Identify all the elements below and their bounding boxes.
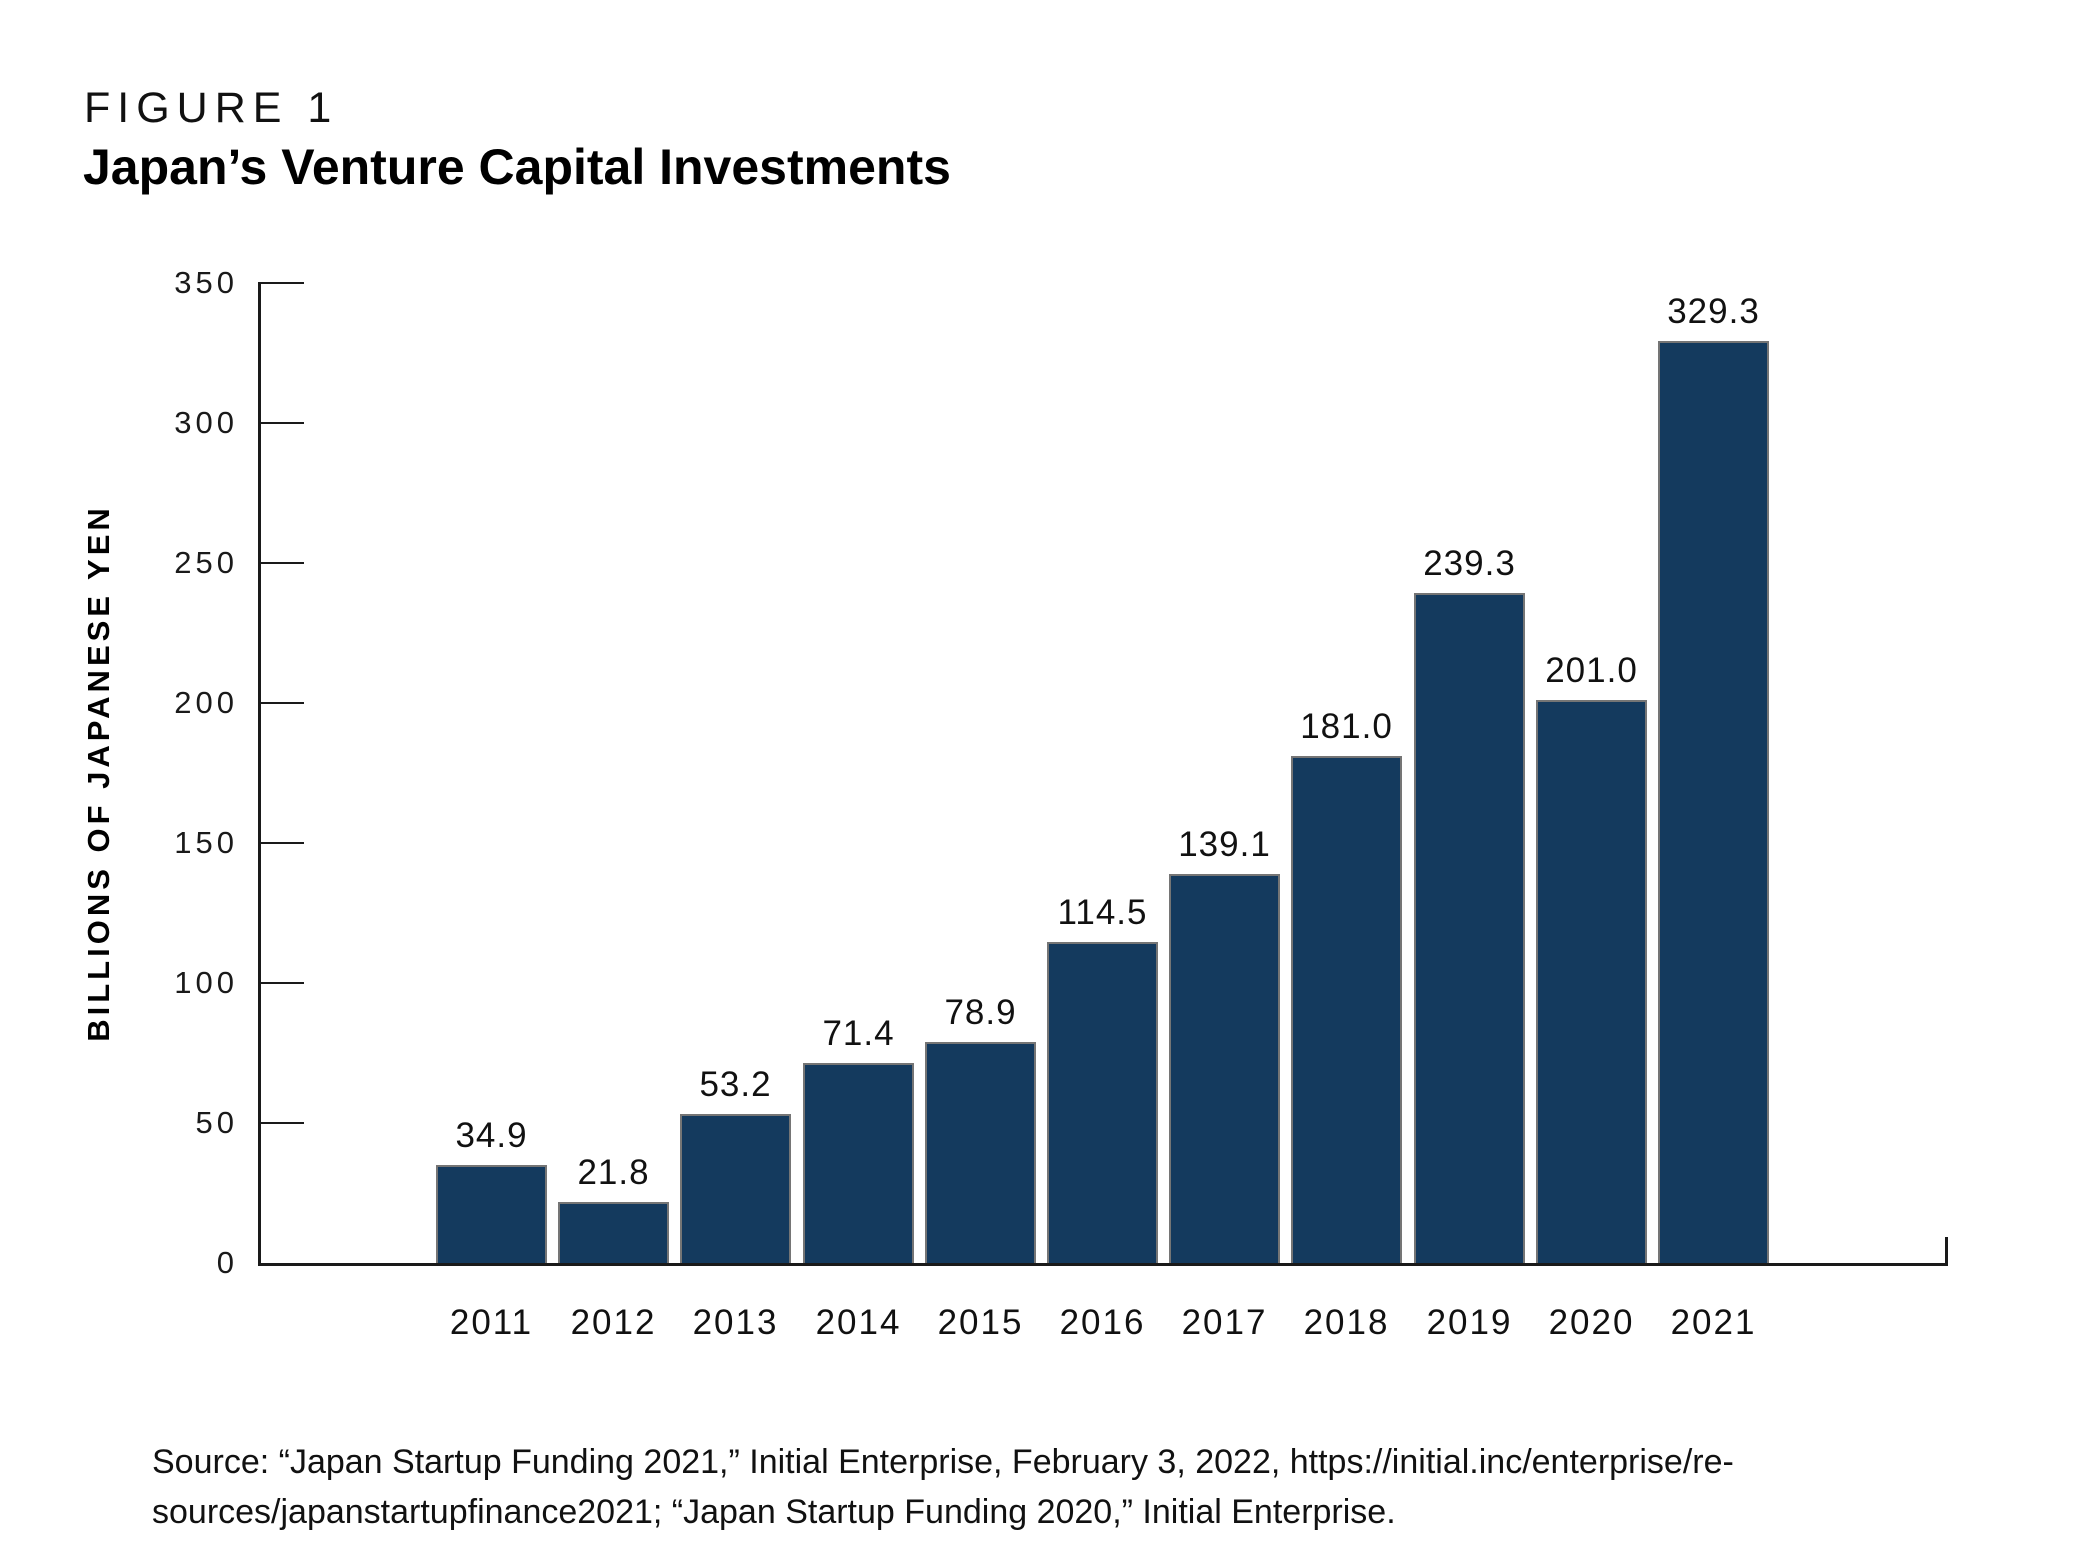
bar-value-label: 78.9 <box>944 993 1017 1032</box>
y-axis-tick-mark <box>261 562 304 564</box>
y-axis-tick-mark <box>261 1122 304 1124</box>
page-title: Japan’s Venture Capital Investments <box>83 139 951 195</box>
bar <box>558 1202 669 1263</box>
bar-value-label: 139.1 <box>1178 825 1271 864</box>
bar <box>1291 756 1402 1263</box>
x-axis-tick-label: 2011 <box>449 1303 534 1342</box>
bar-value-label: 114.5 <box>1057 893 1148 932</box>
bar-value-label: 34.9 <box>455 1116 528 1155</box>
bar-value-label: 21.8 <box>577 1153 650 1192</box>
bar <box>1047 942 1158 1263</box>
x-axis-tick-label: 2018 <box>1303 1303 1390 1342</box>
source-note: Source: “Japan Startup Funding 2021,” In… <box>152 1437 1734 1537</box>
bar-value-label: 329.3 <box>1667 292 1760 331</box>
x-axis-tick-label: 2014 <box>815 1303 902 1342</box>
y-axis-tick-mark <box>261 282 304 284</box>
y-axis-tick-label: 50 <box>195 1105 238 1140</box>
x-axis-tick-label: 2013 <box>692 1303 779 1342</box>
x-axis-tick-label: 2016 <box>1059 1303 1146 1342</box>
x-axis-end-tick <box>1945 1237 1948 1266</box>
x-axis-tick-label: 2020 <box>1548 1303 1635 1342</box>
y-axis-label: BILLIONS OF JAPANESE YEN <box>81 504 116 1042</box>
y-axis-tick-label: 200 <box>174 685 238 720</box>
x-axis-line <box>258 1263 1948 1266</box>
figure-label: FIGURE 1 <box>84 84 339 132</box>
bar <box>1169 874 1280 1263</box>
y-axis-line <box>258 282 261 1266</box>
bar-value-label: 71.4 <box>822 1014 895 1053</box>
y-axis-tick-mark <box>261 422 304 424</box>
y-axis-tick-mark <box>261 982 304 984</box>
x-axis-tick-label: 2017 <box>1181 1303 1268 1342</box>
y-axis-tick-label: 0 <box>216 1245 238 1280</box>
x-axis-tick-label: 2021 <box>1670 1303 1757 1342</box>
bar <box>436 1165 547 1263</box>
bar-value-label: 201.0 <box>1545 651 1638 690</box>
bar <box>1658 341 1769 1263</box>
x-axis-tick-label: 2019 <box>1426 1303 1513 1342</box>
y-axis-tick-mark <box>261 842 304 844</box>
x-axis-tick-label: 2012 <box>570 1303 657 1342</box>
bar <box>680 1114 791 1263</box>
bar-value-label: 181.0 <box>1300 707 1393 746</box>
bar-value-label: 239.3 <box>1423 544 1516 583</box>
source-line-1: Source: “Japan Startup Funding 2021,” In… <box>152 1443 1734 1481</box>
source-line-2: sources/japanstartupfinance2021; “Japan … <box>152 1493 1396 1531</box>
bar <box>1414 593 1525 1263</box>
bar <box>925 1042 1036 1263</box>
bar <box>1536 700 1647 1263</box>
y-axis-tick-label: 100 <box>174 965 238 1000</box>
bar-value-label: 53.2 <box>699 1065 772 1104</box>
y-axis-tick-label: 250 <box>174 545 238 580</box>
y-axis-tick-label: 350 <box>174 265 238 300</box>
y-axis-tick-label: 150 <box>174 825 238 860</box>
bar <box>803 1063 914 1263</box>
y-axis-tick-mark <box>261 702 304 704</box>
y-axis-tick-label: 300 <box>174 405 238 440</box>
x-axis-tick-label: 2015 <box>937 1303 1024 1342</box>
